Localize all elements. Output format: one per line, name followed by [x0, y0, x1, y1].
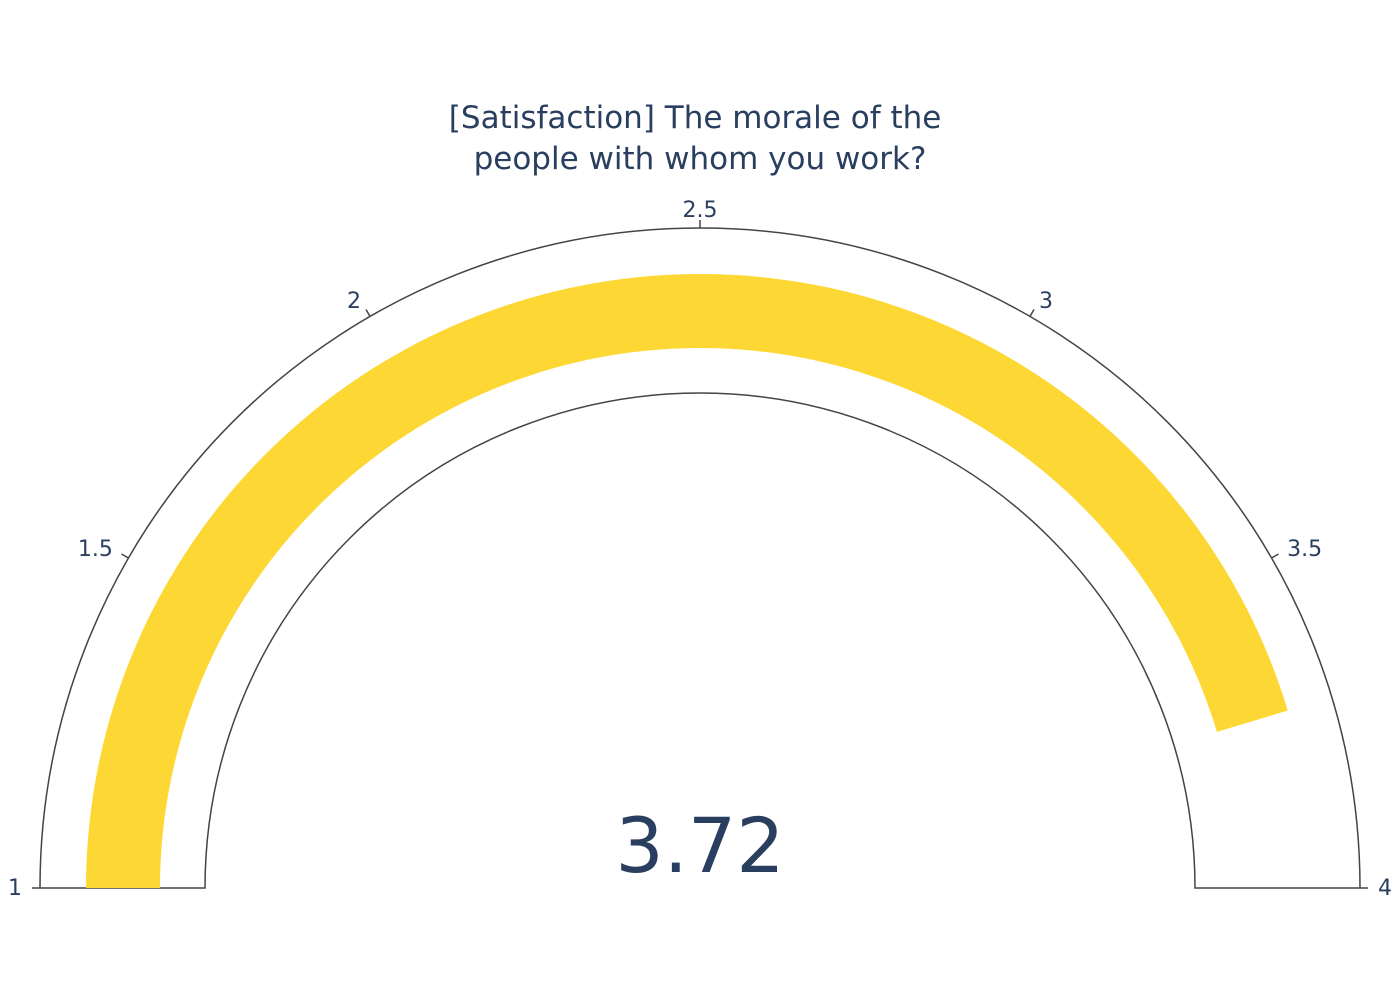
gauge-tick-label: 3.5: [1287, 537, 1322, 562]
chart-title: [Satisfaction] The morale of the people …: [449, 100, 951, 177]
gauge-tick: [365, 309, 371, 317]
gauge-tick: [1029, 309, 1035, 317]
gauge-outline: [39, 227, 1361, 889]
gauge-tick-label: 1: [8, 876, 22, 901]
gauge-tick-label: 1.5: [78, 537, 113, 562]
gauge-axis: 1 1.5 2 2.5 3 3.5 4: [8, 198, 1392, 901]
gauge-tick-label: 3: [1039, 289, 1053, 314]
gauge-tick: [121, 553, 129, 559]
gauge-tick-label: 2.5: [683, 198, 718, 223]
gauge-tick-label: 4: [1378, 876, 1392, 901]
chart-title-line-1: [Satisfaction] The morale of the: [449, 100, 942, 136]
gauge-value-label: 3.72: [615, 801, 784, 890]
gauge-value-bar: [86, 274, 1288, 888]
gauge-tick-label: 2: [347, 289, 361, 314]
chart-title-line-2: people with whom you work?: [474, 141, 927, 177]
gauge-tick: [1271, 553, 1279, 559]
